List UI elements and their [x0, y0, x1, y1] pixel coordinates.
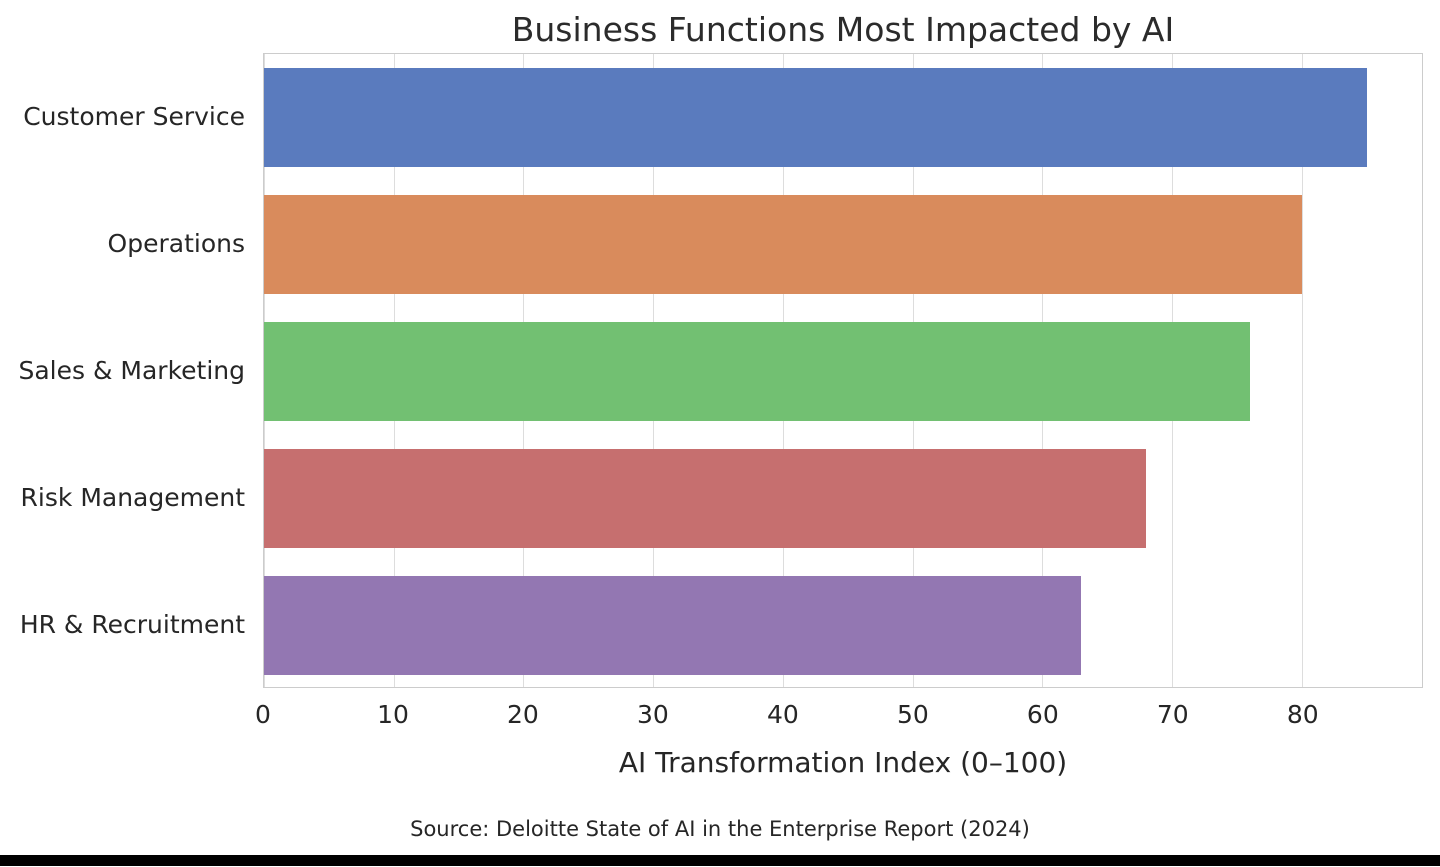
- x-tick-label-50: 50: [896, 700, 929, 729]
- x-tick-label-30: 30: [637, 700, 669, 729]
- y-tick-label-customer-service: Customer Service: [23, 102, 245, 131]
- bar-operations: [264, 195, 1302, 294]
- bottom-black-bar: [0, 855, 1440, 866]
- x-axis-ticks: 0 10 20 30 40 50 60 70 80: [255, 700, 1423, 732]
- x-tick-label-60: 60: [1026, 700, 1059, 729]
- x-axis-label: AI Transformation Index (0–100): [618, 746, 1068, 779]
- plot-area: [263, 53, 1423, 688]
- x-tick-label-40: 40: [766, 700, 799, 729]
- bar-hr-recruitment: [264, 576, 1082, 675]
- y-tick-label-risk-management: Risk Management: [20, 483, 245, 512]
- x-tick-label-10: 10: [377, 700, 409, 729]
- y-tick-label-operations: Operations: [107, 229, 245, 258]
- x-tick-label-0: 0: [255, 700, 271, 729]
- bar-risk-management: [264, 449, 1147, 548]
- source-caption: Source: Deloitte State of AI in the Ente…: [410, 817, 1030, 841]
- y-axis-labels: Customer Service Operations Sales & Market…: [0, 53, 245, 688]
- y-tick-label-hr-recruitment: HR & Recruitment: [19, 610, 245, 639]
- gridline-x-80: [1301, 54, 1303, 687]
- x-tick-label-70: 70: [1156, 700, 1189, 729]
- x-tick-label-20: 20: [507, 700, 539, 729]
- x-tick-label-80: 80: [1286, 700, 1319, 729]
- chart-title: Business Functions Most Impacted by AI: [511, 10, 1175, 49]
- bar-customer-service: [264, 68, 1367, 167]
- bar-sales-marketing: [264, 322, 1251, 421]
- y-tick-label-sales-marketing: Sales & Marketing: [18, 356, 245, 385]
